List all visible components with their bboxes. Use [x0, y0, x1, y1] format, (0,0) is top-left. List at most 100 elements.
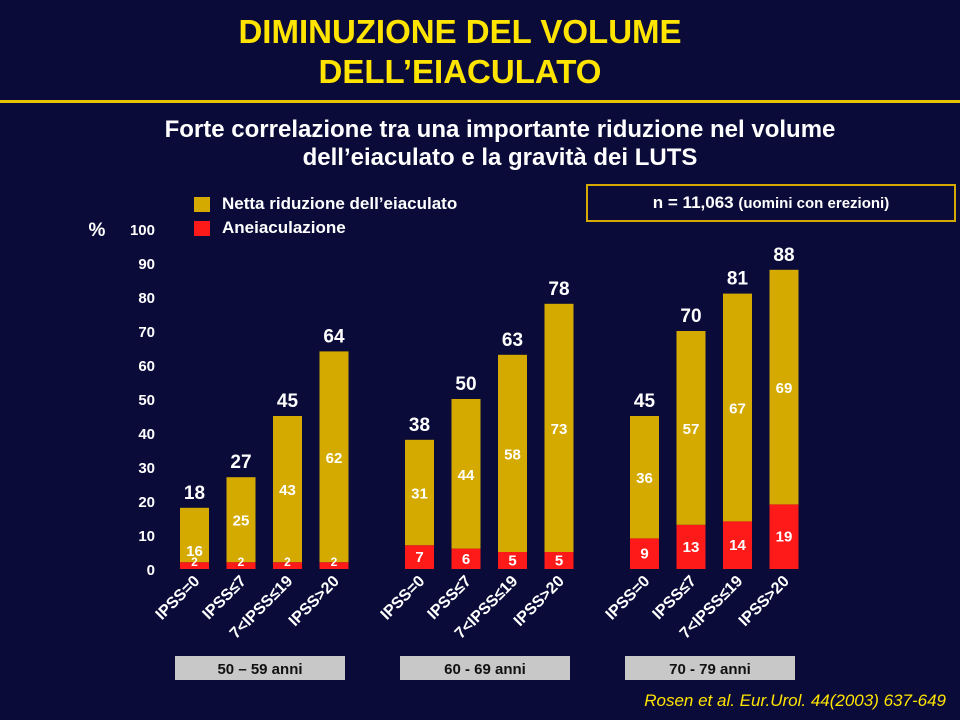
data-label-total: 81 — [727, 269, 749, 290]
y-tick-label: 70 — [138, 324, 155, 341]
x-tick-label: IPSS=0 — [153, 573, 204, 624]
y-tick-label: 0 — [147, 562, 155, 579]
bar-segment-netta-riduzione — [544, 303, 574, 552]
data-label-netta-riduzione: 58 — [504, 446, 521, 463]
sample-size-box: n = 11,063 (uomini con erezioni) — [586, 184, 956, 222]
data-label-netta-riduzione: 16 — [186, 543, 203, 560]
bar-segment-aneiaculazione — [451, 548, 481, 569]
group-label-box — [625, 656, 795, 680]
data-label-netta-riduzione: 62 — [326, 450, 343, 467]
data-label-total: 64 — [323, 326, 345, 347]
chart-title: DIMINUZIONE DEL VOLUME DELL’EIACULATO — [0, 12, 920, 92]
legend-label-reduction: Netta riduzione dell’eiaculato — [222, 194, 458, 213]
data-label-total: 63 — [502, 330, 523, 351]
data-label-netta-riduzione: 57 — [683, 421, 700, 438]
data-label-aneiaculazione: 2 — [191, 555, 198, 569]
bar-segment-aneiaculazione — [226, 562, 256, 569]
data-label-total: 38 — [409, 415, 430, 436]
chart-subtitle: Forte correlazione tra una importante ri… — [60, 116, 940, 172]
sample-size-main: n = 11,063 — [652, 193, 734, 212]
data-label-netta-riduzione: 44 — [458, 467, 475, 484]
data-label-aneiaculazione: 7 — [415, 549, 423, 566]
x-tick-label: IPSS=0 — [603, 573, 654, 624]
bar-segment-aneiaculazione — [769, 504, 799, 569]
data-label-total: 78 — [548, 279, 569, 300]
data-label-total: 45 — [634, 391, 656, 412]
citation: Rosen et al. Eur.Urol. 44(2003) 637-649 — [644, 691, 946, 710]
data-label-total: 27 — [230, 452, 251, 473]
legend-swatch-aneiaculation — [194, 220, 210, 236]
data-label-total: 88 — [773, 245, 794, 266]
group-label: 70 - 79 anni — [669, 661, 751, 678]
data-label-netta-riduzione: 43 — [279, 482, 296, 499]
group-label: 50 – 59 anni — [217, 661, 302, 678]
x-tick-label: IPSS>20 — [511, 573, 568, 630]
bar-segment-netta-riduzione — [676, 331, 706, 525]
x-tick-label: IPSS=0 — [378, 573, 429, 624]
data-label-aneiaculazione: 2 — [284, 555, 291, 569]
data-label-total: 18 — [184, 483, 205, 504]
y-tick-label: 40 — [138, 426, 155, 443]
bar-segment-netta-riduzione — [630, 416, 659, 539]
data-label-aneiaculazione: 6 — [462, 551, 470, 568]
data-label-netta-riduzione: 69 — [776, 380, 793, 397]
x-tick-label: IPSS>20 — [736, 573, 793, 630]
bar-segment-netta-riduzione — [226, 477, 256, 563]
subtitle-line-2: dell’eiaculato e la gravità dei LUTS — [302, 144, 698, 171]
data-label-aneiaculazione: 2 — [238, 555, 245, 569]
y-tick-label: 20 — [138, 494, 155, 511]
legend-item-reduction: Netta riduzione dell’eiaculato — [194, 192, 457, 216]
legend-label-aneiaculation: Aneiaculazione — [222, 218, 346, 237]
group-label-box — [175, 656, 345, 680]
title-line-1: DIMINUZIONE DEL VOLUME — [238, 13, 682, 50]
bar-segment-aneiaculazione — [498, 552, 527, 569]
bar-segment-aneiaculazione — [544, 552, 574, 569]
bar-segment-netta-riduzione — [273, 416, 302, 563]
y-tick-label: 30 — [138, 460, 155, 477]
bar-segment-aneiaculazione — [319, 562, 349, 569]
x-tick-label: IPSS>20 — [286, 573, 343, 630]
bar-segment-netta-riduzione — [498, 354, 527, 552]
legend: Netta riduzione dell’eiaculato Aneiacula… — [194, 192, 457, 240]
bar-segment-netta-riduzione — [319, 351, 349, 563]
y-axis-label: % — [89, 220, 106, 241]
title-divider — [0, 100, 960, 103]
bar-segment-aneiaculazione — [723, 521, 752, 569]
data-label-netta-riduzione: 31 — [411, 486, 428, 503]
bar-segment-aneiaculazione — [676, 524, 706, 569]
data-label-netta-riduzione: 67 — [729, 401, 746, 418]
bar-segment-aneiaculazione — [180, 562, 209, 569]
data-label-total: 70 — [680, 306, 701, 327]
y-tick-label: 80 — [138, 290, 155, 307]
data-label-aneiaculazione: 13 — [683, 539, 700, 556]
title-line-2: DELL’EIACULATO — [318, 53, 602, 90]
data-label-aneiaculazione: 14 — [729, 537, 746, 554]
y-tick-label: 50 — [138, 392, 155, 409]
bar-segment-netta-riduzione — [723, 293, 752, 522]
group-label: 60 - 69 anni — [444, 661, 526, 678]
y-tick-label: 90 — [138, 256, 155, 273]
bar-segment-netta-riduzione — [405, 439, 434, 546]
y-tick-label: 100 — [130, 222, 155, 239]
y-tick-label: 60 — [138, 358, 155, 375]
data-label-aneiaculazione: 5 — [555, 553, 563, 570]
y-tick-label: 10 — [138, 528, 155, 545]
bar-segment-aneiaculazione — [273, 562, 302, 569]
data-label-netta-riduzione: 36 — [636, 470, 653, 487]
bar-segment-netta-riduzione — [451, 399, 481, 549]
bar-segment-aneiaculazione — [405, 545, 434, 569]
data-label-total: 45 — [277, 391, 299, 412]
bar-segment-aneiaculazione — [630, 538, 659, 569]
sample-size-detail: (uomini con erezioni) — [738, 195, 890, 212]
legend-item-aneiaculation: Aneiaculazione — [194, 216, 457, 240]
data-label-netta-riduzione: 25 — [233, 513, 250, 530]
bar-segment-netta-riduzione — [769, 269, 799, 505]
data-label-netta-riduzione: 73 — [551, 421, 568, 438]
data-label-aneiaculazione: 19 — [776, 529, 793, 546]
data-label-aneiaculazione: 5 — [508, 553, 516, 570]
legend-swatch-reduction — [194, 196, 210, 212]
data-label-total: 50 — [455, 374, 476, 395]
data-label-aneiaculazione: 2 — [331, 555, 338, 569]
bar-segment-netta-riduzione — [180, 507, 209, 563]
